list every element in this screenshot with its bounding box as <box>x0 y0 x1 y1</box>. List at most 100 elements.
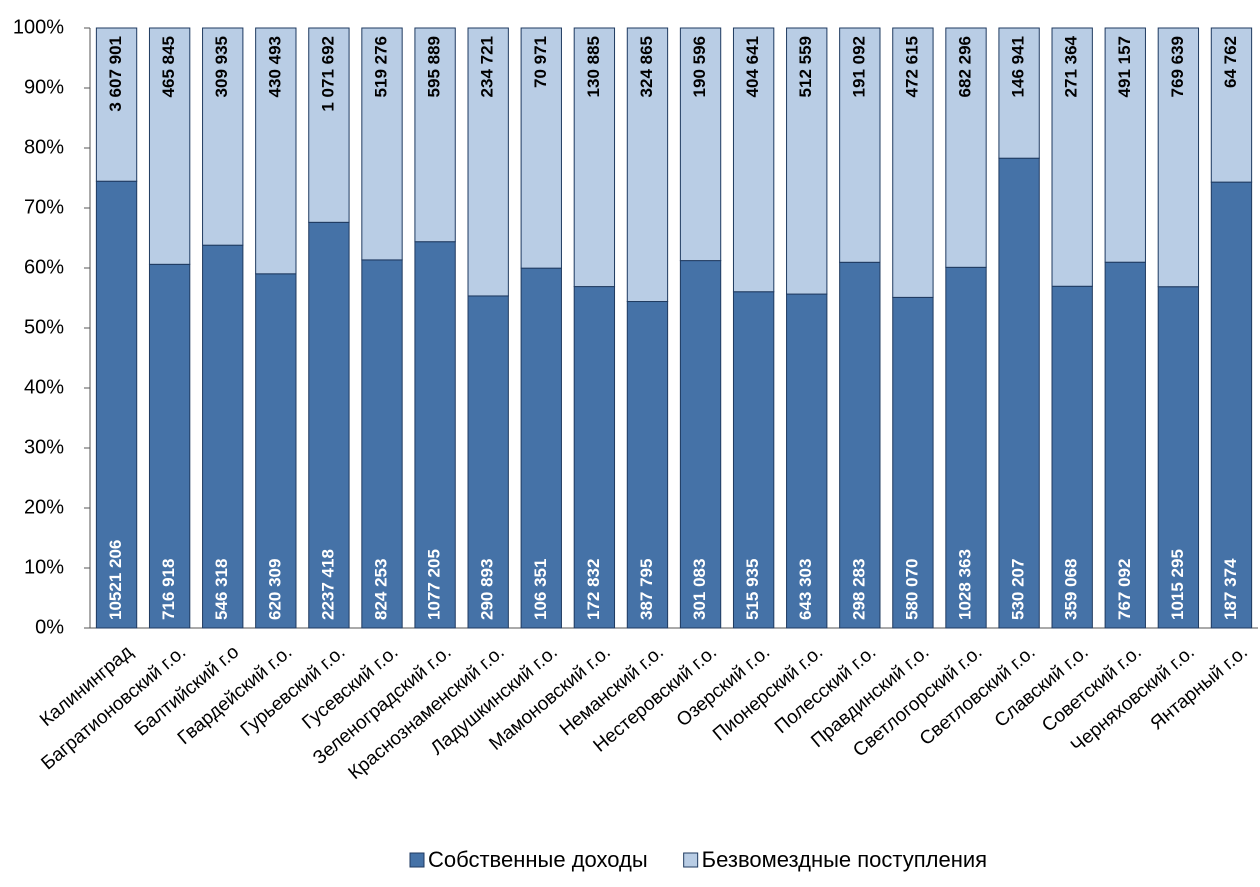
value-label: 519 276 <box>371 36 390 97</box>
bar-segment <box>573 286 616 629</box>
bar-segment <box>1051 285 1093 629</box>
value-label: 64 762 <box>1221 36 1240 88</box>
value-label: 824 253 <box>371 559 390 620</box>
value-label: 106 351 <box>531 559 550 620</box>
bar-segment <box>573 27 616 288</box>
bar-segment <box>520 27 562 269</box>
bar-segment <box>945 27 987 268</box>
bar-segment <box>679 27 722 262</box>
bar-segment <box>732 27 775 293</box>
bar-segment <box>467 295 509 629</box>
y-tick-label: 30% <box>24 436 64 458</box>
value-label: 530 207 <box>1009 559 1028 620</box>
value-label: 172 832 <box>584 559 603 620</box>
legend-swatch <box>683 852 699 868</box>
value-label: 716 918 <box>159 559 178 620</box>
bar-segment <box>998 27 1040 159</box>
value-label: 10521 206 <box>106 540 125 620</box>
value-label: 3 607 901 <box>106 36 125 112</box>
bar-segment <box>998 157 1040 629</box>
bar-segment <box>148 263 191 629</box>
bar-segment <box>255 27 297 275</box>
value-label: 769 639 <box>1168 36 1187 97</box>
bar-segment <box>679 260 722 629</box>
y-tick-label: 10% <box>24 556 64 578</box>
y-tick-label: 0% <box>35 616 64 638</box>
value-label: 1028 363 <box>955 549 974 620</box>
value-label: 70 971 <box>531 36 550 88</box>
bar-segment <box>95 180 138 629</box>
bar-segment <box>786 27 828 295</box>
bar-segment <box>467 27 509 297</box>
value-label: 1 071 692 <box>318 36 337 112</box>
y-tick-label: 100% <box>13 16 64 38</box>
value-label: 309 935 <box>212 36 231 97</box>
bar-segment <box>1210 27 1253 183</box>
value-label: 515 935 <box>743 559 762 620</box>
value-label: 512 559 <box>796 36 815 97</box>
value-label: 472 615 <box>902 36 921 97</box>
bar-segment <box>361 259 403 629</box>
legend-swatch <box>409 852 425 868</box>
bar-segment <box>255 273 297 629</box>
y-tick-label: 20% <box>24 496 64 518</box>
value-label: 767 092 <box>1115 559 1134 620</box>
value-label: 271 364 <box>1062 35 1081 97</box>
value-label: 187 374 <box>1221 558 1240 620</box>
bar-segment <box>626 27 669 303</box>
bar-segment <box>626 301 669 629</box>
bar-segment <box>892 27 934 298</box>
bar-segment <box>414 241 456 629</box>
value-label: 580 070 <box>902 559 921 620</box>
y-tick-label: 60% <box>24 256 64 278</box>
y-tick-label: 40% <box>24 376 64 398</box>
bar-segment <box>308 27 350 223</box>
value-label: 359 068 <box>1062 559 1081 620</box>
value-label: 682 296 <box>955 36 974 97</box>
bar-segment <box>1157 27 1200 288</box>
y-tick-label: 70% <box>24 196 64 218</box>
y-tick-label: 90% <box>24 76 64 98</box>
bar-segment <box>1210 181 1253 629</box>
legend-label: Безвомездные поступления <box>702 847 987 872</box>
y-tick-label: 80% <box>24 136 64 158</box>
value-label: 2237 418 <box>318 549 337 620</box>
value-label: 298 283 <box>849 559 868 620</box>
value-label: 324 865 <box>637 36 656 97</box>
value-label: 191 092 <box>849 36 868 97</box>
bar-segment <box>892 296 934 629</box>
bar-segment <box>1051 27 1093 287</box>
value-label: 301 083 <box>690 559 709 620</box>
value-label: 1015 295 <box>1168 549 1187 620</box>
value-label: 387 795 <box>637 559 656 620</box>
value-label: 595 889 <box>425 36 444 97</box>
bar-segment <box>414 27 456 243</box>
bar-segment <box>148 27 191 265</box>
bar-segment <box>361 27 403 261</box>
bar-segment <box>202 27 244 246</box>
value-label: 430 493 <box>265 36 284 97</box>
bar-segment <box>839 27 881 263</box>
value-label: 1077 205 <box>425 549 444 620</box>
value-label: 290 893 <box>478 559 497 620</box>
bar-segment <box>520 267 562 629</box>
y-tick-label: 50% <box>24 316 64 338</box>
legend-label: Собственные доходы <box>428 847 648 872</box>
value-label: 146 941 <box>1009 36 1028 97</box>
value-label: 234 721 <box>478 36 497 97</box>
bar-segment <box>1104 27 1146 263</box>
value-label: 190 596 <box>690 36 709 97</box>
value-label: 546 318 <box>212 559 231 620</box>
value-label: 404 641 <box>743 36 762 97</box>
value-label: 465 845 <box>159 36 178 97</box>
value-label: 620 309 <box>265 559 284 620</box>
bar-segment <box>95 27 138 182</box>
value-label: 491 157 <box>1115 36 1134 97</box>
bar-segment <box>945 266 987 629</box>
bar-segment <box>732 291 775 629</box>
bar-segment <box>202 244 244 629</box>
bar-segment <box>308 221 350 629</box>
value-label: 130 885 <box>584 36 603 97</box>
value-label: 643 303 <box>796 559 815 620</box>
